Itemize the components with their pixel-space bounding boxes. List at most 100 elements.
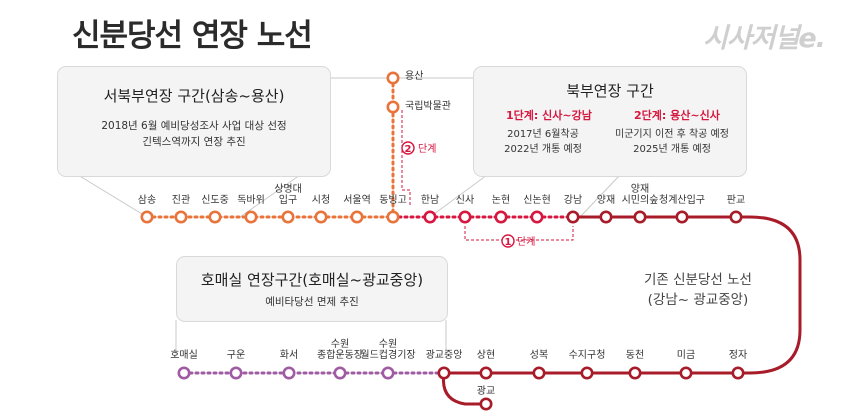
station-label-bottom-6: 상현 xyxy=(476,350,496,361)
station-label-bottom-1: 구운 xyxy=(226,350,246,361)
station-label-bottom-10: 미금 xyxy=(676,350,696,361)
station-label-bottom-11: 정자 xyxy=(728,350,748,361)
station-label-gwanggyo: 광교 xyxy=(476,386,496,397)
station-label-top-6: 서울역 xyxy=(343,195,371,206)
phase1-bracket xyxy=(464,226,574,241)
phase1-line1: 2017년 6월착공 xyxy=(507,129,579,140)
station-label-top-15: 청계산입구 xyxy=(659,195,705,206)
station-label-top-0: 삼송 xyxy=(137,195,157,206)
callout-connectors xyxy=(77,77,621,355)
station-yongsan xyxy=(386,71,400,85)
station-label-top-12: 강남 xyxy=(563,195,583,206)
station-top-10 xyxy=(494,210,508,224)
station-top-2 xyxy=(208,210,222,224)
northwest-extension-callout: 서북부연장 구간(삼송~용산) 2018년 6월 예비당성조사 사업 대상 선정… xyxy=(57,66,331,177)
existing-line-label-line1: 기존 신분당선 노선 xyxy=(644,272,752,288)
station-bottom-3 xyxy=(333,366,347,380)
phase1-marker-text: 단계 xyxy=(517,236,535,248)
existing-line-label-line2: (강남~ 광교중앙) xyxy=(647,292,749,308)
phase1-marker xyxy=(501,234,515,248)
station-label-top-14: 양재 시민의숲 xyxy=(621,184,659,206)
station-label-top-8: 한남 xyxy=(420,195,440,206)
station-bottom-4 xyxy=(381,366,395,380)
station-gwanggyo xyxy=(479,397,493,411)
homaesil-callout-heading: 호매실 연장구간(호매실~광교중앙) xyxy=(200,271,424,289)
phase2-marker-text: 단계 xyxy=(418,143,436,155)
station-top-15 xyxy=(675,210,689,224)
publisher-logo: 시사저널e. xyxy=(703,23,826,54)
station-label-bottom-9: 동천 xyxy=(625,350,645,361)
north-extension-callout: 북부연장 구간 1단계: 신사~강남 2단계: 용산~신사 2017년 6월착공… xyxy=(473,66,747,177)
station-bottom-5 xyxy=(437,366,451,380)
northwest-callout-line2: 긴텍스역까지 연장 추진 xyxy=(142,136,246,148)
station-label-bottom-5: 광교중앙 xyxy=(425,350,463,361)
station-label-top-16: 판교 xyxy=(726,195,746,206)
station-bottom-0 xyxy=(177,366,191,380)
station-bottom-9 xyxy=(628,366,642,380)
station-label-bottom-3: 수원 종합운동장 xyxy=(317,339,363,361)
station-label-yongsan: 용산 xyxy=(405,71,424,82)
phase1-title: 1단계: 신사~강남 xyxy=(506,109,592,122)
station-label-top-9: 신사 xyxy=(455,195,475,206)
station-top-8 xyxy=(423,210,437,224)
station-top-11 xyxy=(530,210,544,224)
northwest-callout-heading: 서북부연장 구간(삼송~용산) xyxy=(103,87,285,105)
station-label-bottom-4: 수원 월드컵경기장 xyxy=(360,339,416,361)
station-bottom-2 xyxy=(282,366,296,380)
station-label-top-11: 신논현 xyxy=(523,195,551,206)
station-label-national-museum: 국립박물관 xyxy=(405,101,451,112)
phase1-line2: 2022년 개통 예정 xyxy=(504,144,582,155)
phase1-marker-number: 1 xyxy=(505,237,512,248)
station-label-bottom-0: 호매실 xyxy=(170,350,198,361)
line-existing-curve xyxy=(736,215,802,375)
station-label-bottom-7: 성복 xyxy=(529,350,549,361)
station-bottom-1 xyxy=(229,366,243,380)
station-label-top-13: 양재 xyxy=(596,195,616,206)
station-label-top-1: 진관 xyxy=(171,195,191,206)
phase2-line2: 2025년 개통 예정 xyxy=(633,144,711,155)
phase2-bracket xyxy=(401,110,411,206)
station-top-12 xyxy=(566,210,580,224)
homaesil-callout-line1: 예비타당선 면제 추진 xyxy=(265,296,359,308)
station-top-9 xyxy=(458,210,472,224)
station-national-museum xyxy=(386,100,400,114)
station-bottom-10 xyxy=(679,366,693,380)
phase2-title: 2단계: 용산~신사 xyxy=(634,109,720,122)
station-label-top-7: 동빙고 xyxy=(379,195,407,206)
station-label-top-2: 신도중 xyxy=(201,195,229,206)
station-label-top-5: 시청 xyxy=(311,195,331,206)
station-bottom-6 xyxy=(479,366,493,380)
station-top-5 xyxy=(314,210,328,224)
connector-north-left xyxy=(429,174,488,218)
phase2-marker-number: 2 xyxy=(405,144,412,155)
stations xyxy=(140,71,745,411)
connector-northwest-left xyxy=(77,174,148,218)
station-bottom-11 xyxy=(731,366,745,380)
station-label-top-10: 논현 xyxy=(491,195,511,206)
station-label-bottom-8: 수지구청 xyxy=(568,350,606,361)
station-label-top-4: 상명대 입구 xyxy=(274,184,302,206)
northwest-callout-line1: 2018년 6월 예비당성조사 사업 대상 선정 xyxy=(101,120,287,132)
station-top-0 xyxy=(140,210,154,224)
station-top-14 xyxy=(633,210,647,224)
connector-north-right xyxy=(579,174,621,218)
station-top-13 xyxy=(599,210,613,224)
homaesil-extension-callout: 호매실 연장구간(호매실~광교중앙) 예비타당선 면제 추진 xyxy=(176,256,448,322)
station-top-16 xyxy=(729,210,743,224)
station-label-bottom-2: 화서 xyxy=(279,350,299,361)
station-bottom-7 xyxy=(532,366,546,380)
page-title: 신분당선 연장 노선 xyxy=(72,18,313,54)
station-top-1 xyxy=(174,210,188,224)
north-callout-heading: 북부연장 구간 xyxy=(566,82,654,100)
phase2-line1: 미군기지 이전 후 착공 예정 xyxy=(615,129,729,140)
connector-northwest-right xyxy=(239,174,301,218)
station-bottom-8 xyxy=(580,366,594,380)
existing-line-label: 기존 신분당선 노선 (강남~ 광교중앙) xyxy=(644,270,752,310)
phase2-marker xyxy=(401,141,415,155)
station-top-6 xyxy=(350,210,364,224)
station-top-4 xyxy=(281,210,295,224)
station-top-3 xyxy=(244,210,258,224)
station-top-7 xyxy=(386,210,400,224)
station-label-top-3: 독바위 xyxy=(237,195,265,206)
